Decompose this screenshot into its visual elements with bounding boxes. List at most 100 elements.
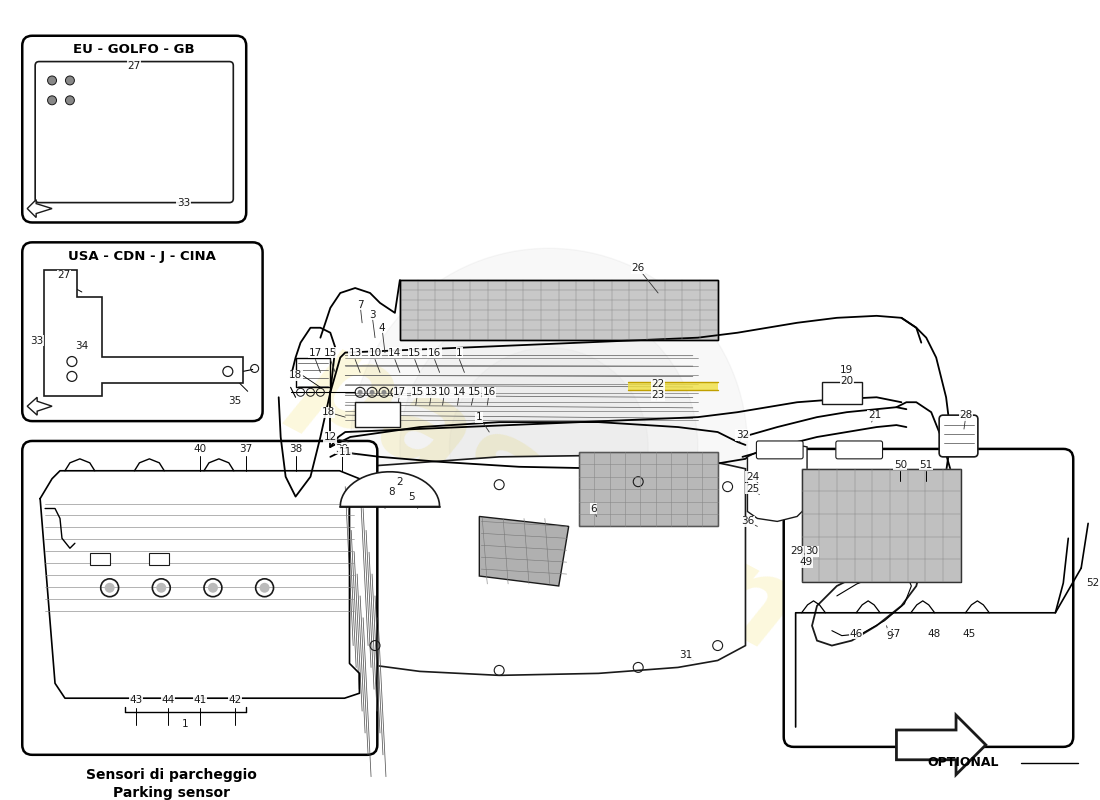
Text: 10: 10 xyxy=(368,347,382,358)
Text: 37: 37 xyxy=(240,444,253,454)
Text: 14: 14 xyxy=(388,347,401,358)
Text: 5: 5 xyxy=(408,491,415,502)
FancyBboxPatch shape xyxy=(22,242,263,421)
Text: 31: 31 xyxy=(680,650,693,661)
Text: 15: 15 xyxy=(411,387,425,398)
Polygon shape xyxy=(28,398,52,415)
Text: 20: 20 xyxy=(840,376,854,386)
Bar xyxy=(355,402,400,427)
Text: 30: 30 xyxy=(805,546,818,556)
Text: 36: 36 xyxy=(740,517,755,526)
Text: 1: 1 xyxy=(456,347,463,358)
Text: 38: 38 xyxy=(289,444,302,454)
Text: 15: 15 xyxy=(468,387,481,398)
Text: 24: 24 xyxy=(746,472,759,482)
Text: 43: 43 xyxy=(129,695,143,705)
Bar xyxy=(90,553,110,565)
Text: 47: 47 xyxy=(887,629,901,638)
Text: 26: 26 xyxy=(631,263,645,273)
Circle shape xyxy=(208,582,218,593)
Bar xyxy=(802,469,960,582)
Text: 49: 49 xyxy=(799,557,812,567)
Text: 35: 35 xyxy=(228,396,241,406)
Text: 28: 28 xyxy=(959,410,972,420)
Text: 33: 33 xyxy=(177,198,190,208)
Polygon shape xyxy=(44,270,243,396)
Text: Parking sensor: Parking sensor xyxy=(113,786,230,799)
Bar xyxy=(400,280,717,340)
Bar xyxy=(822,382,861,404)
Text: 16: 16 xyxy=(428,347,441,358)
Text: 7: 7 xyxy=(356,300,363,310)
Polygon shape xyxy=(480,517,569,586)
FancyBboxPatch shape xyxy=(757,441,803,459)
Circle shape xyxy=(47,96,56,105)
Circle shape xyxy=(260,582,270,593)
Text: 4: 4 xyxy=(378,322,385,333)
Text: USA - CDN - J - CINA: USA - CDN - J - CINA xyxy=(68,250,217,262)
Text: 51: 51 xyxy=(920,460,933,470)
Text: 41: 41 xyxy=(194,695,207,705)
Text: 50: 50 xyxy=(894,460,906,470)
Text: 1: 1 xyxy=(183,719,189,729)
Circle shape xyxy=(350,248,748,646)
Text: 29: 29 xyxy=(791,546,804,556)
Circle shape xyxy=(382,390,386,394)
Text: 9: 9 xyxy=(887,630,893,641)
Text: 22: 22 xyxy=(651,379,664,390)
Circle shape xyxy=(47,76,56,85)
Text: 8: 8 xyxy=(388,486,395,497)
Text: 13: 13 xyxy=(349,347,362,358)
Circle shape xyxy=(400,298,697,596)
Text: 15: 15 xyxy=(323,347,337,358)
Text: 19: 19 xyxy=(840,366,854,375)
Text: 42: 42 xyxy=(229,695,242,705)
Text: 21: 21 xyxy=(868,410,881,420)
Polygon shape xyxy=(812,551,922,646)
FancyBboxPatch shape xyxy=(939,415,978,457)
Text: 34: 34 xyxy=(75,341,88,351)
Text: 6: 6 xyxy=(591,503,597,514)
Text: passion: passion xyxy=(282,316,816,677)
Text: 17: 17 xyxy=(393,387,407,398)
FancyBboxPatch shape xyxy=(22,441,377,755)
Text: 18: 18 xyxy=(321,407,336,417)
Bar xyxy=(628,382,717,390)
Polygon shape xyxy=(28,200,52,218)
Text: 39: 39 xyxy=(336,444,349,454)
Polygon shape xyxy=(340,472,440,506)
Text: 3: 3 xyxy=(368,310,375,320)
Text: 25: 25 xyxy=(746,484,759,494)
Circle shape xyxy=(156,582,166,593)
Text: 14: 14 xyxy=(453,387,466,398)
Text: 52: 52 xyxy=(1087,578,1100,588)
Text: EU - GOLFO - GB: EU - GOLFO - GB xyxy=(74,43,195,56)
Text: 33: 33 xyxy=(31,336,44,346)
Text: Sensori di parcheggio: Sensori di parcheggio xyxy=(86,768,256,782)
Text: 13: 13 xyxy=(425,387,438,398)
Circle shape xyxy=(394,390,398,394)
Text: 23: 23 xyxy=(651,390,664,400)
Circle shape xyxy=(66,96,75,105)
Text: 46: 46 xyxy=(849,629,862,638)
Circle shape xyxy=(358,390,363,394)
Polygon shape xyxy=(748,445,807,522)
FancyBboxPatch shape xyxy=(35,62,233,202)
Text: 11: 11 xyxy=(339,447,352,457)
Circle shape xyxy=(104,582,114,593)
Text: 27: 27 xyxy=(128,61,141,70)
Text: 18: 18 xyxy=(289,370,302,381)
Circle shape xyxy=(66,76,75,85)
Text: OPTIONAL: OPTIONAL xyxy=(927,756,999,770)
Text: 1: 1 xyxy=(476,412,483,422)
Polygon shape xyxy=(340,455,746,675)
Text: 12: 12 xyxy=(323,432,337,442)
Text: 15: 15 xyxy=(408,347,421,358)
Text: 48: 48 xyxy=(927,629,940,638)
Text: 32: 32 xyxy=(736,430,749,440)
Text: 16: 16 xyxy=(483,387,496,398)
Polygon shape xyxy=(896,715,986,774)
FancyBboxPatch shape xyxy=(22,36,246,222)
Bar xyxy=(150,553,169,565)
Text: 27: 27 xyxy=(57,270,70,280)
